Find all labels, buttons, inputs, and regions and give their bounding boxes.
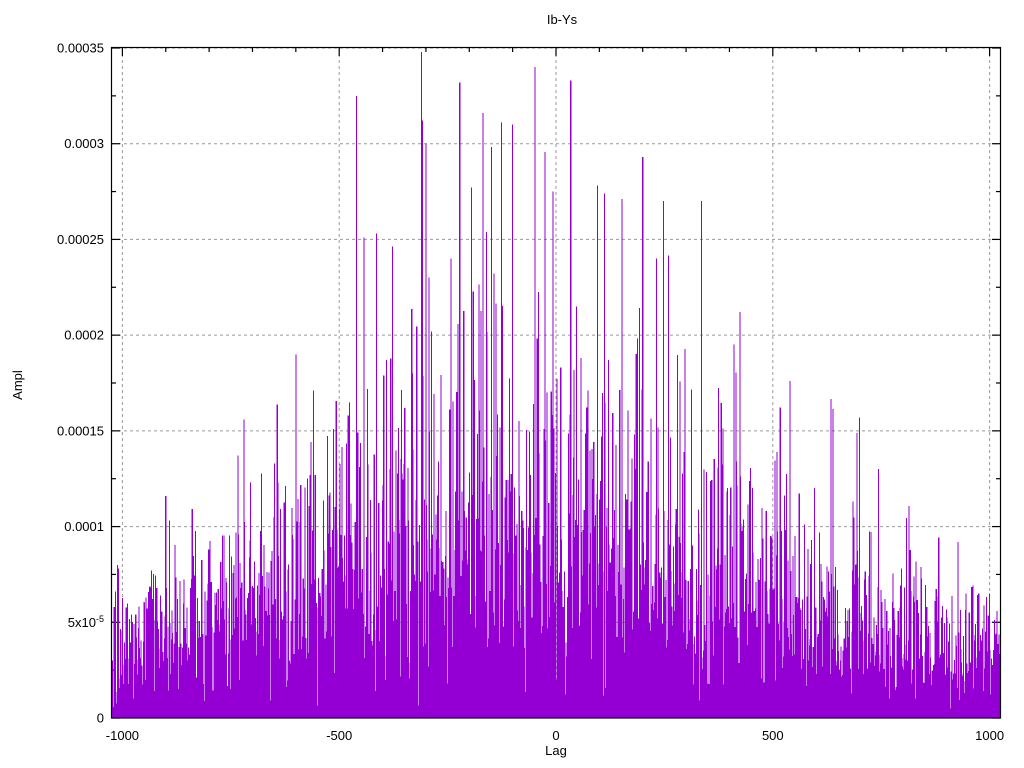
y-tick-label: 0 [97, 711, 104, 726]
y-tick-label: 5x10-5 [68, 614, 104, 630]
y-axis-tick-labels: 0 5x10-5 0.0001 0.00015 0.0002 0.00025 0.0003 0… [57, 41, 104, 726]
x-tick-label: 0 [552, 728, 559, 743]
x-tick-label: 500 [762, 728, 784, 743]
x-tick-label: -1000 [106, 728, 139, 743]
impulse-path [111, 51, 1001, 718]
x-tick-label: 1000 [975, 728, 1004, 743]
y-tick-label: 0.0002 [64, 328, 104, 343]
x-axis-tick-labels: -1000 -500 0 500 1000 [106, 728, 1004, 743]
impulse-series [111, 51, 1001, 718]
chart-title: Ib-Ys [547, 12, 578, 27]
y-tick-label: 0.0001 [64, 519, 104, 534]
y-tick-label: 0.00015 [57, 423, 104, 438]
y-tick-label: 0.00025 [57, 232, 104, 247]
x-tick-label: -500 [326, 728, 352, 743]
y-axis-title: Ampl [10, 370, 25, 400]
y-tick-label: 0.00035 [57, 41, 104, 56]
y-tick-label: 0.0003 [64, 136, 104, 151]
x-axis-title: Lag [545, 743, 567, 758]
plot-border [110, 46, 1002, 719]
